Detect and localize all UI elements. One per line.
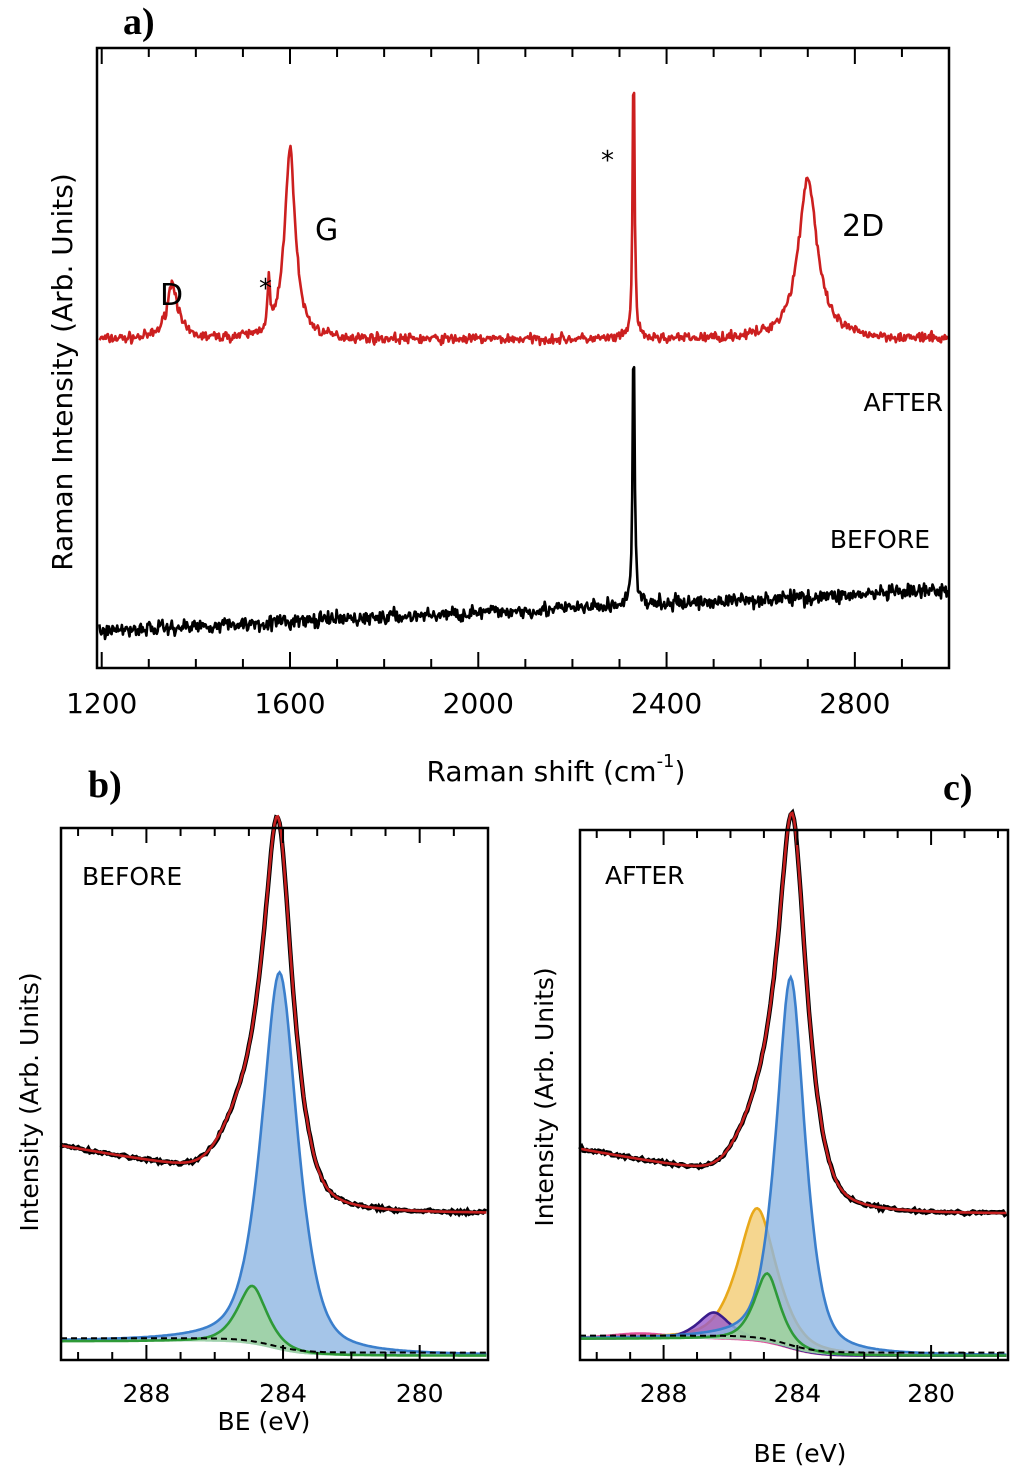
artifact-star-1: * [259, 274, 272, 304]
xps-after-x-tick-label: 284 [773, 1379, 821, 1408]
xps-after-ticks [595, 830, 999, 1360]
xps-before-background-line [61, 1337, 487, 1354]
raman-x-tick-label: 1200 [66, 687, 137, 720]
raman-tick-labels: 1200 1600 2000 2400 2800 [66, 687, 890, 720]
raman-x-tick-label: 1600 [254, 687, 325, 720]
peak-label-g: G [315, 213, 338, 248]
raman-series-before [98, 365, 949, 641]
raman-series-after [98, 91, 949, 347]
xps-after-component-fill-sp3 [580, 1273, 1007, 1356]
raman-x-tick-label: 2800 [819, 687, 890, 720]
xps-before-x-tick-label: 284 [259, 1379, 307, 1408]
xps-before-component-fill-sp2 [61, 972, 487, 1356]
raman-x-axis-label-main: Raman shift (cm [427, 755, 657, 788]
raman-x-axis-label-end: ) [675, 755, 686, 788]
xps-after-x-tick-label: 288 [640, 1379, 688, 1408]
xps-before-fit-envelope-line [60, 814, 487, 1214]
xps-after-y-axis-label: Intensity (Arb. Units) [530, 967, 559, 1226]
panel-letter-a: a) [123, 1, 155, 43]
raman-x-axis-label: Raman shift (cm-1) [427, 751, 686, 788]
xps-after-x-axis-label: BE (eV) [754, 1439, 847, 1468]
xps-before-series-group [59, 814, 488, 1357]
xps-before-x-tick-label: 280 [396, 1379, 444, 1408]
xps-after-component-fill-sp2 [580, 977, 1007, 1356]
xps-before-x-tick-label: 288 [123, 1379, 171, 1408]
panel-letter-b: b) [88, 764, 122, 806]
raman-y-axis-label: Raman Intensity (Arb. Units) [46, 173, 79, 571]
xps-after-component-line-sp3 [580, 1271, 1007, 1357]
raman-chart: 1200 1600 2000 2400 2800 Raman Intensity (Ar… [46, 46, 951, 788]
peak-label-2d: 2D [842, 209, 884, 244]
raman-ticks [100, 48, 903, 668]
xps-after-x-tick-label: 280 [907, 1379, 955, 1408]
xps-after-chart: 288 284 280 AFTER Intensity (Arb. Units) B… [530, 808, 1010, 1468]
raman-plot-frame [95, 46, 951, 670]
raman-x-tick-label: 2000 [443, 687, 514, 720]
series-label-after: AFTER [864, 388, 943, 417]
xps-before-component-fill-sp3 [61, 1285, 487, 1356]
peak-label-d: D [160, 278, 183, 313]
raman-x-tick-label: 2400 [631, 687, 702, 720]
xps-before-panel-label: BEFORE [82, 862, 182, 891]
xps-after-plot-frame [578, 828, 1010, 1362]
xps-before-tick-labels: 288 284 280 [123, 1379, 444, 1408]
xps-before-component-line-sp3 [61, 1284, 487, 1357]
series-label-before: BEFORE [830, 525, 930, 554]
artifact-star-2: * [601, 146, 614, 176]
xps-after-tick-labels: 288 284 280 [640, 1379, 955, 1408]
xps-before-y-axis-label: Intensity (Arb. Units) [15, 972, 44, 1231]
xps-before-plot-frame [59, 826, 490, 1362]
raman-x-axis-label-sup: -1 [657, 751, 675, 772]
xps-after-series-group [578, 808, 1008, 1357]
xps-after-panel-label: AFTER [605, 861, 684, 890]
xps-after-fit-envelope-line [579, 811, 1007, 1215]
panel-letter-c: c) [943, 767, 973, 809]
raman-series-group [98, 91, 949, 641]
xps-before-chart: 288 284 280 BEFORE Intensity (Arb. Units) … [15, 814, 490, 1436]
xps-before-ticks [77, 828, 489, 1360]
xps-after-background-line [580, 1334, 1007, 1354]
xps-before-x-axis-label: BE (eV) [218, 1407, 311, 1436]
